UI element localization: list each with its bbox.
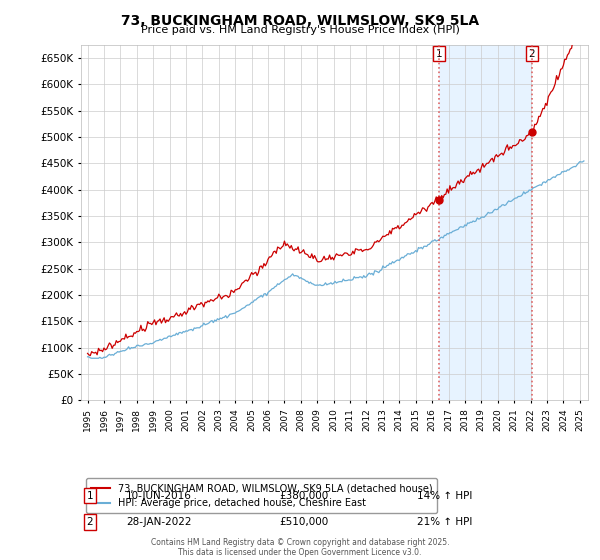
Legend: 73, BUCKINGHAM ROAD, WILMSLOW, SK9 5LA (detached house), HPI: Average price, det: 73, BUCKINGHAM ROAD, WILMSLOW, SK9 5LA (… — [86, 478, 437, 513]
Text: 73, BUCKINGHAM ROAD, WILMSLOW, SK9 5LA: 73, BUCKINGHAM ROAD, WILMSLOW, SK9 5LA — [121, 14, 479, 28]
Text: 21% ↑ HPI: 21% ↑ HPI — [417, 517, 472, 527]
Text: 14% ↑ HPI: 14% ↑ HPI — [417, 491, 472, 501]
Text: 28-JAN-2022: 28-JAN-2022 — [126, 517, 191, 527]
Text: 2: 2 — [529, 49, 535, 59]
Text: £510,000: £510,000 — [279, 517, 328, 527]
Text: 1: 1 — [436, 49, 443, 59]
Bar — [439, 45, 532, 400]
Text: 2: 2 — [86, 517, 94, 527]
Text: Price paid vs. HM Land Registry's House Price Index (HPI): Price paid vs. HM Land Registry's House … — [140, 25, 460, 35]
Text: 10-JUN-2016: 10-JUN-2016 — [126, 491, 192, 501]
Text: 1: 1 — [86, 491, 94, 501]
Text: £380,000: £380,000 — [279, 491, 328, 501]
Text: Contains HM Land Registry data © Crown copyright and database right 2025.
This d: Contains HM Land Registry data © Crown c… — [151, 538, 449, 557]
